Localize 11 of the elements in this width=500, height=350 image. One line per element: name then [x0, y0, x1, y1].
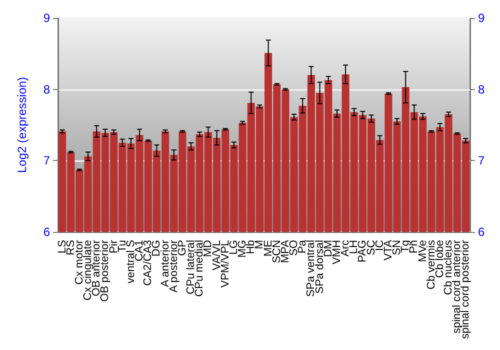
y-tick-label: 6: [43, 224, 50, 239]
x-tick-label: A posterior: [168, 240, 180, 293]
y2-tick-label: 9: [478, 11, 485, 25]
y-tick-label: 9: [43, 11, 50, 25]
y-tick-label: 7: [43, 154, 50, 168]
x-tick-label: Tg: [400, 240, 412, 253]
y-tick-label: 8: [43, 82, 50, 96]
y2-tick-label: 6: [478, 224, 485, 239]
y2-tick-label: 7: [478, 154, 485, 168]
y-axis-title: Log2 (expression): [15, 76, 29, 174]
y2-tick-label: 8: [478, 82, 485, 96]
